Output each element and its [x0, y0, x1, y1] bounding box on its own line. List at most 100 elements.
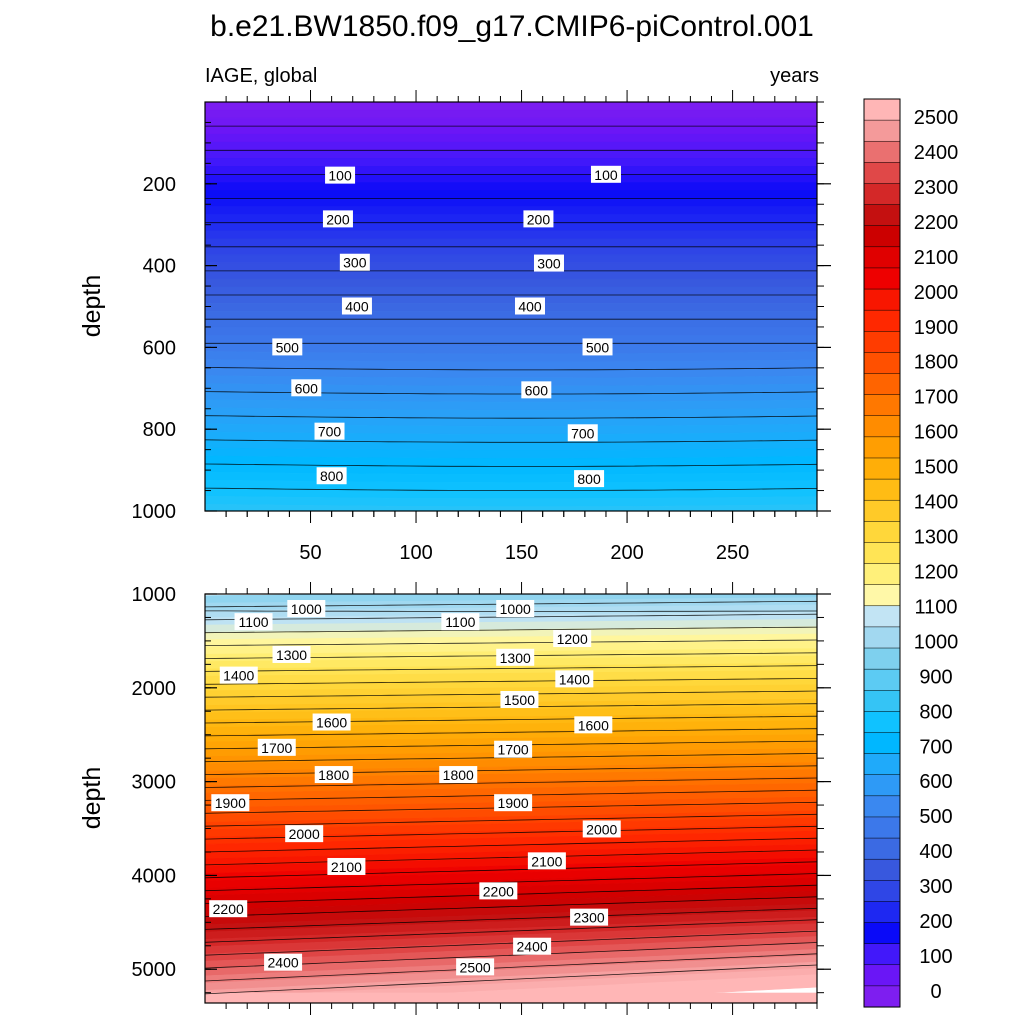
colorbar-tick-label: 2100	[914, 247, 959, 269]
contour-label-box	[325, 166, 356, 184]
contour-label-box	[479, 882, 518, 900]
contour-line	[205, 715, 817, 724]
x-tick-label: 200	[610, 542, 643, 564]
colorbar-swatch	[863, 415, 901, 438]
contour-label-box	[527, 852, 566, 870]
colorbar-swatch	[863, 837, 901, 860]
contour-label: 2300	[574, 910, 605, 926]
fill-band	[205, 158, 817, 167]
contour-line	[205, 837, 817, 853]
fill-band	[205, 302, 817, 312]
contour-line	[205, 665, 817, 672]
contour-label: 200	[527, 211, 551, 227]
colorbar-tick-label: 700	[919, 736, 952, 758]
contour-line	[205, 678, 817, 685]
colorbar-tick-label: 1700	[914, 387, 959, 409]
colorbar-swatch	[863, 647, 901, 670]
contour-label: 1000	[291, 601, 322, 617]
colorbar-frame	[863, 98, 901, 1008]
contour-label-box	[555, 670, 594, 688]
colorbar-swatch	[863, 626, 901, 649]
contour-label: 1000	[500, 601, 531, 617]
contour-label-box	[314, 766, 353, 784]
contour-label-box	[264, 953, 303, 971]
contour-label-box	[211, 794, 250, 812]
contour-label-box	[272, 645, 311, 663]
colorbar-swatch	[863, 690, 901, 712]
colorbar-swatch	[863, 668, 901, 691]
contour-label: 100	[328, 168, 352, 184]
contour-label: 200	[326, 211, 350, 227]
colorbar-swatch	[863, 901, 901, 924]
fill-band	[205, 206, 817, 215]
fill-band	[205, 182, 817, 191]
contour-label: 1500	[504, 692, 535, 708]
contour-label: 700	[571, 425, 595, 441]
contour-label-box	[322, 210, 353, 228]
colorbar-swatch	[863, 605, 901, 628]
contour-line	[205, 439, 817, 443]
colorbar-tick-label: 1000	[914, 631, 959, 653]
contour-label: 1300	[276, 647, 307, 663]
contour-label: 2000	[289, 826, 320, 842]
colorbar-tick-label: 2200	[914, 212, 959, 234]
fill-band	[205, 569, 817, 580]
contour-label-box	[285, 825, 324, 843]
colorbar-tick-label: 1500	[914, 457, 959, 479]
contour-label: 800	[320, 468, 344, 484]
fill-band	[205, 214, 817, 223]
colorbar-swatch	[863, 119, 901, 142]
y-tick-label: 4000	[132, 865, 177, 887]
contour-label: 600	[295, 380, 319, 396]
contour-label-box	[582, 820, 621, 838]
colorbar-swatch	[863, 225, 901, 248]
contour-label-box	[553, 630, 592, 648]
colorbar-tick-label: 1100	[914, 596, 957, 618]
colorbar-swatch	[863, 753, 901, 776]
fill-band	[205, 512, 817, 523]
colorbar-tick-label: 0	[930, 981, 941, 1003]
contour-label: 300	[343, 255, 367, 271]
y-tick-label: 2000	[132, 678, 177, 700]
contour-label: 1300	[500, 650, 531, 666]
contour-label: 500	[586, 339, 610, 355]
contour-label: 1200	[557, 631, 588, 647]
fill-band	[205, 222, 817, 231]
colorbar-tick-label: 100	[919, 946, 952, 968]
y-tick-label: 1000	[132, 501, 177, 523]
colorbar-swatch	[863, 457, 901, 480]
colorbar-tick-label: 1300	[914, 527, 959, 549]
contour-label: 600	[525, 382, 549, 398]
fill-band	[205, 246, 817, 256]
y-tick-label: 800	[143, 419, 176, 441]
contour-label-box	[339, 253, 370, 271]
fill-band	[205, 503, 817, 511]
contour-label: 2500	[460, 959, 491, 975]
contour-label-box	[582, 338, 613, 356]
upper-contour-labels: 100 100 200 200 300 300 400 400 500 500 600 600 700 7…	[272, 165, 621, 488]
contour-label: 1900	[498, 795, 529, 811]
contour-label: 1100	[238, 614, 268, 630]
contour-label-box	[513, 937, 552, 955]
contour-label-box	[574, 470, 605, 488]
contour-line	[205, 487, 817, 491]
fill-band	[205, 262, 817, 272]
colorbar-swatch	[863, 521, 901, 543]
contour-label: 1400	[559, 671, 590, 687]
colorbar-swatch	[863, 204, 901, 227]
colorbar-swatch	[863, 162, 901, 185]
fill-band	[205, 198, 817, 207]
contour-line	[205, 512, 817, 515]
contour-line	[205, 953, 817, 982]
contour-label: 1900	[215, 795, 246, 811]
contour-label: 800	[577, 471, 601, 487]
fill-band	[205, 577, 817, 588]
contour-label-box	[341, 297, 372, 315]
colorbar-swatch	[863, 964, 901, 987]
y-tick-label: 400	[143, 256, 176, 278]
colorbar-swatch	[863, 732, 901, 755]
colorbar-swatch	[863, 331, 901, 353]
contour-label: 2100	[531, 853, 562, 869]
contour-line	[205, 728, 817, 737]
